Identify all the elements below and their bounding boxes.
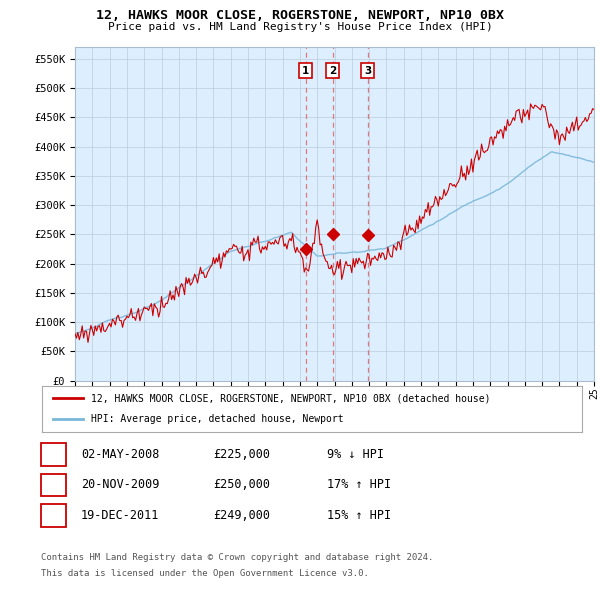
Text: This data is licensed under the Open Government Licence v3.0.: This data is licensed under the Open Gov… [41,569,368,578]
Text: 2: 2 [329,65,336,76]
Text: 17% ↑ HPI: 17% ↑ HPI [327,478,391,491]
Text: Contains HM Land Registry data © Crown copyright and database right 2024.: Contains HM Land Registry data © Crown c… [41,553,433,562]
Text: 19-DEC-2011: 19-DEC-2011 [81,509,160,522]
Text: 20-NOV-2009: 20-NOV-2009 [81,478,160,491]
Text: Price paid vs. HM Land Registry's House Price Index (HPI): Price paid vs. HM Land Registry's House … [107,22,493,32]
Text: £250,000: £250,000 [213,478,270,491]
Text: 3: 3 [364,65,371,76]
Text: 2: 2 [50,478,57,491]
Text: 12, HAWKS MOOR CLOSE, ROGERSTONE, NEWPORT, NP10 0BX (detached house): 12, HAWKS MOOR CLOSE, ROGERSTONE, NEWPOR… [91,394,490,404]
Text: 1: 1 [50,448,57,461]
Text: HPI: Average price, detached house, Newport: HPI: Average price, detached house, Newp… [91,414,343,424]
Text: £225,000: £225,000 [213,448,270,461]
Text: 3: 3 [50,509,57,522]
Text: 15% ↑ HPI: 15% ↑ HPI [327,509,391,522]
Text: 1: 1 [302,65,309,76]
Text: 02-MAY-2008: 02-MAY-2008 [81,448,160,461]
Text: £249,000: £249,000 [213,509,270,522]
Text: 9% ↓ HPI: 9% ↓ HPI [327,448,384,461]
Text: 12, HAWKS MOOR CLOSE, ROGERSTONE, NEWPORT, NP10 0BX: 12, HAWKS MOOR CLOSE, ROGERSTONE, NEWPOR… [96,9,504,22]
